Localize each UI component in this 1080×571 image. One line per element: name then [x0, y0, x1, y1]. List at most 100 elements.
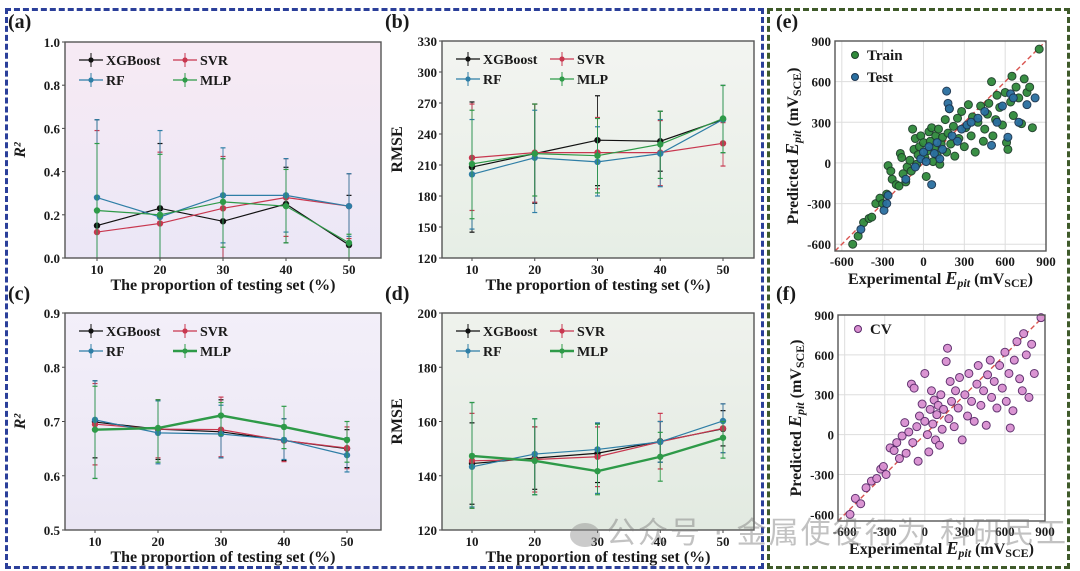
y-tick-label: -300: [807, 197, 831, 212]
scatter-point: [985, 355, 995, 365]
y-tick-label: 0.7: [44, 415, 61, 430]
y-axis-label: R²: [12, 141, 29, 159]
scatter-point: [1003, 132, 1013, 142]
y-axis-label-part: Predicted: [785, 155, 802, 224]
x-tick-label: -300: [871, 254, 895, 269]
scatter-point: [1015, 374, 1025, 384]
scatter-point: [945, 376, 955, 386]
scatter-point: [1008, 406, 1018, 416]
scatter-point: [1011, 82, 1021, 92]
y-axis-label-part: (mV: [788, 368, 805, 403]
scatter-point: [937, 424, 947, 434]
scatter-point: [963, 100, 973, 110]
data-point: [468, 452, 476, 460]
y-axis-label-part: pit: [790, 130, 804, 144]
watermark: 公众号 · 金属使役行为 科研民工: [570, 508, 1068, 552]
scatter-point: [882, 199, 892, 209]
wechat-icon: [570, 522, 600, 547]
legend-label: RF: [483, 345, 502, 360]
scatter-point: [929, 148, 939, 158]
data-point: [217, 412, 225, 419]
scatter-point: [850, 493, 860, 503]
legend-label: MLP: [577, 73, 609, 88]
data-point: [93, 207, 101, 214]
y-axis-label: RMSE: [389, 126, 406, 172]
scatter-point: [972, 379, 982, 389]
scatter-point: [1012, 337, 1022, 347]
y-tick-label: 0.6: [44, 121, 61, 136]
legend-marker: [88, 328, 94, 334]
x-tick-label: -300: [873, 524, 897, 539]
scatter-point: [963, 411, 973, 421]
legend-label: CV: [870, 322, 892, 338]
scatter-point: [909, 383, 919, 393]
scatter-point: [966, 117, 976, 127]
y-tick-label: 900: [812, 34, 832, 49]
scatter-point: [921, 171, 931, 181]
legend-label: RF: [106, 345, 125, 360]
series-mlp: [468, 401, 727, 509]
x-tick-label: 900: [1036, 254, 1056, 269]
legend-label: XGBoost: [483, 325, 538, 340]
scatter-point: [878, 462, 888, 472]
data-point: [657, 453, 664, 460]
scatter-point: [941, 357, 951, 367]
scatter-point: [973, 361, 983, 371]
legend-label: XGBoost: [483, 53, 538, 68]
y-axis-label-part: E: [782, 143, 802, 156]
legend-label: SVR: [577, 53, 606, 68]
scatter-point: [900, 418, 910, 428]
scatter-point: [1030, 93, 1040, 103]
legend-marker: [465, 328, 471, 334]
legend-item-xgboost: XGBoost: [456, 324, 538, 340]
data-point: [345, 202, 353, 210]
scatter-point: [953, 113, 963, 123]
scatter-point: [861, 483, 871, 493]
x-tick-label: 600: [995, 524, 1015, 539]
legend-label: MLP: [200, 345, 232, 360]
x-tick-label: 50: [717, 262, 730, 277]
legend-item-rf: RF: [79, 73, 125, 89]
scatter-point: [897, 431, 907, 441]
scatter-point: [1005, 423, 1015, 433]
x-tick-label: -600: [833, 524, 857, 539]
legend-label: XGBoost: [106, 54, 161, 69]
scatter-point: [1017, 386, 1027, 396]
x-tick-label: 50: [343, 262, 356, 277]
data-point: [719, 434, 727, 441]
y-axis-label-part: SCE: [790, 73, 804, 96]
scatter-point: [980, 124, 990, 134]
data-point: [345, 239, 353, 247]
x-tick-label: 600: [995, 254, 1015, 269]
legend-marker: [182, 328, 188, 334]
scatter-point: [934, 440, 944, 450]
scatter-point: [944, 104, 954, 114]
plot-frame: [834, 40, 1047, 252]
scatter-point: [980, 106, 990, 116]
plot-frame: [837, 314, 1046, 522]
y-tick-label: 150: [418, 220, 438, 235]
y-tick-label: 600: [812, 75, 832, 90]
scatter-point: [969, 416, 979, 426]
legend-marker: [559, 348, 565, 354]
data-point: [154, 424, 162, 432]
scatter-point: [1000, 347, 1010, 357]
legend-item-svr: SVR: [550, 52, 606, 68]
legend-item-mlp: MLP: [550, 344, 609, 360]
scatter-point: [957, 106, 967, 116]
data-point: [91, 426, 99, 433]
x-tick-label: 10: [466, 262, 479, 277]
scatter-point: [964, 368, 974, 378]
panel-d: (d) 120 140 160 180 200 10 20 30 40 50 The proporti…: [385, 283, 755, 566]
scatter-point: [942, 86, 952, 96]
scatter-point: [950, 151, 960, 161]
panel-label: (b): [385, 11, 409, 33]
x-axis-label: The proportion of testing set (%): [110, 549, 335, 566]
scatter-point: [933, 124, 943, 134]
x-tick-label: 20: [528, 534, 541, 549]
scatter-point: [924, 142, 934, 152]
scatter-point: [1025, 82, 1035, 92]
scatter-point: [920, 416, 930, 426]
y-tick-label: 330: [418, 34, 438, 49]
x-axis-label-part: SCE: [1005, 546, 1028, 560]
